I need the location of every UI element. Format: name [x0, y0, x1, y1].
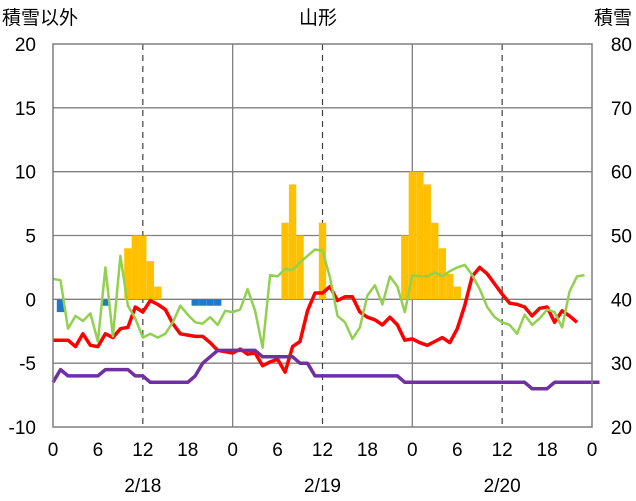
bar: [423, 184, 431, 300]
x-tick-label: 12: [132, 440, 153, 461]
bar: [453, 286, 461, 300]
left-tick-label: 15: [15, 99, 36, 120]
bar: [281, 222, 289, 300]
left-tick-label: 0: [25, 290, 36, 311]
bar: [296, 235, 304, 300]
date-label: 2/19: [304, 476, 341, 497]
left-tick-label: -10: [9, 418, 36, 439]
right-tick-label: 50: [611, 227, 632, 248]
date-label: 2/20: [484, 476, 521, 497]
left-tick-label: -5: [19, 354, 36, 375]
bar: [206, 299, 214, 306]
bar: [139, 235, 147, 300]
x-tick-label: 0: [48, 440, 59, 461]
bar: [199, 299, 207, 306]
left-axis-label: 積雪以外: [2, 7, 78, 29]
x-tick-label: 12: [312, 440, 333, 461]
plot-frame: [52, 43, 593, 428]
series-line: [52, 248, 585, 350]
x-tick-label: 6: [272, 440, 283, 461]
bar: [154, 286, 162, 300]
series-line: [51, 348, 600, 391]
x-tick-label: 6: [452, 440, 463, 461]
x-tick-label: 0: [227, 440, 238, 461]
left-tick-label: 5: [25, 227, 36, 248]
bar: [408, 171, 417, 300]
bar-layer: [56, 171, 461, 313]
x-tick-label: 18: [357, 440, 378, 461]
date-label: 2/18: [124, 476, 161, 497]
x-tick-label: 18: [537, 440, 558, 461]
right-tick-label: 60: [611, 163, 632, 184]
left-tick-label: 20: [15, 35, 36, 56]
series-line: [53, 265, 579, 374]
bar: [124, 248, 132, 300]
bar: [191, 299, 199, 306]
x-tick-label: 0: [587, 440, 598, 461]
chart-title: 山形: [299, 7, 337, 29]
bar: [401, 235, 409, 300]
line-layer: [51, 248, 600, 391]
x-tick-label: 6: [93, 440, 104, 461]
bar: [288, 184, 297, 300]
bar: [146, 261, 154, 300]
left-tick-label: 10: [15, 163, 36, 184]
bar: [318, 222, 327, 300]
right-tick-label: 30: [611, 354, 632, 375]
frame-layer: [52, 43, 593, 428]
bar: [416, 171, 424, 300]
bar: [214, 299, 222, 306]
bar: [131, 235, 140, 300]
bar: [431, 222, 439, 300]
x-tick-label: 18: [177, 440, 198, 461]
x-tick-label: 0: [407, 440, 418, 461]
right-tick-label: 80: [611, 35, 632, 56]
right-axis-label: 積雪: [594, 7, 632, 29]
right-tick-label: 40: [611, 290, 632, 311]
bar: [446, 273, 454, 300]
x-tick-label: 12: [492, 440, 513, 461]
bar: [438, 248, 446, 300]
right-tick-label: 20: [611, 418, 632, 439]
right-tick-label: 70: [611, 99, 632, 120]
bar: [56, 299, 65, 313]
bar: [101, 299, 110, 306]
